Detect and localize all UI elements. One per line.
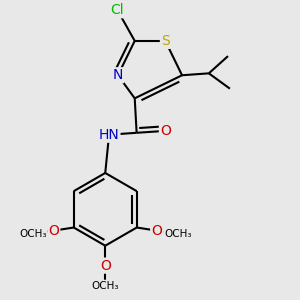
Text: OCH₃: OCH₃ xyxy=(19,229,46,238)
Text: O: O xyxy=(100,259,111,273)
Text: HN: HN xyxy=(99,128,119,142)
Text: Cl: Cl xyxy=(111,3,124,17)
Text: O: O xyxy=(48,224,59,238)
Text: OCH₃: OCH₃ xyxy=(92,280,119,290)
Text: O: O xyxy=(160,124,171,138)
Text: N: N xyxy=(113,68,123,82)
Text: S: S xyxy=(161,34,170,48)
Text: OCH₃: OCH₃ xyxy=(164,229,191,238)
Text: O: O xyxy=(151,224,162,238)
